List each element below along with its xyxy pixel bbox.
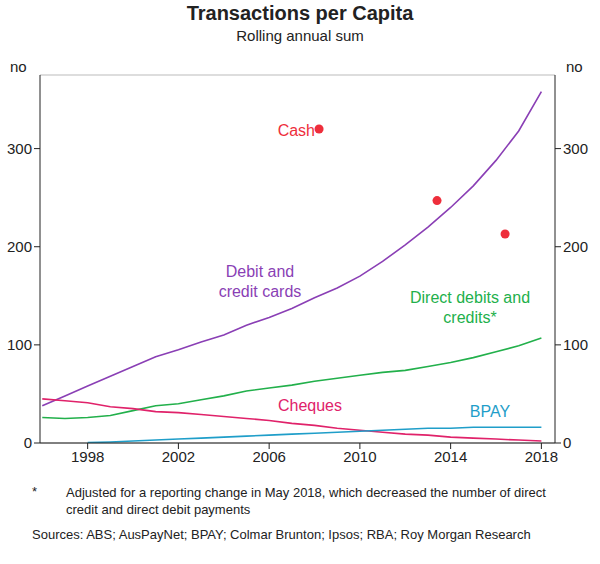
svg-text:100: 100: [8, 336, 32, 353]
html-text:Rolling annual sum: Rolling annual sum: [236, 27, 364, 44]
html-text:Transactions per Capita: Transactions per Capita: [186, 2, 414, 24]
html-text:Cash: Cash: [277, 122, 315, 139]
svg-text:200: 200: [563, 238, 588, 255]
svg-text:2010: 2010: [343, 448, 376, 465]
html-text:no: no: [10, 58, 27, 75]
html-text:Debit and credit cards: Debit and credit cards: [218, 263, 302, 300]
svg-text:2002: 2002: [162, 448, 195, 465]
svg-text:300: 300: [8, 140, 32, 157]
svg-text:1998: 1998: [71, 448, 104, 465]
html-text:no: no: [566, 58, 583, 75]
svg-text:2014: 2014: [434, 448, 467, 465]
html-text:Adjusted for a reporting chang: Adjusted for a reporting change in May 2…: [66, 485, 546, 517]
svg-text:300: 300: [563, 140, 588, 157]
svg-text:2006: 2006: [252, 448, 285, 465]
html-text:Direct debits and credits*: Direct debits and credits*: [410, 289, 530, 326]
svg-text:200: 200: [8, 238, 32, 255]
svg-text:100: 100: [563, 336, 588, 353]
svg-text:0: 0: [24, 434, 32, 451]
html-text:BPAY: BPAY: [469, 403, 511, 420]
html-text:Cheques: Cheques: [278, 397, 342, 414]
html-text:Sources: ABS; AusPayNet; BPAY;: Sources: ABS; AusPayNet; BPAY; Colmar Br…: [32, 527, 531, 542]
svg-text:0: 0: [563, 434, 571, 451]
svg-text:2018: 2018: [525, 448, 558, 465]
